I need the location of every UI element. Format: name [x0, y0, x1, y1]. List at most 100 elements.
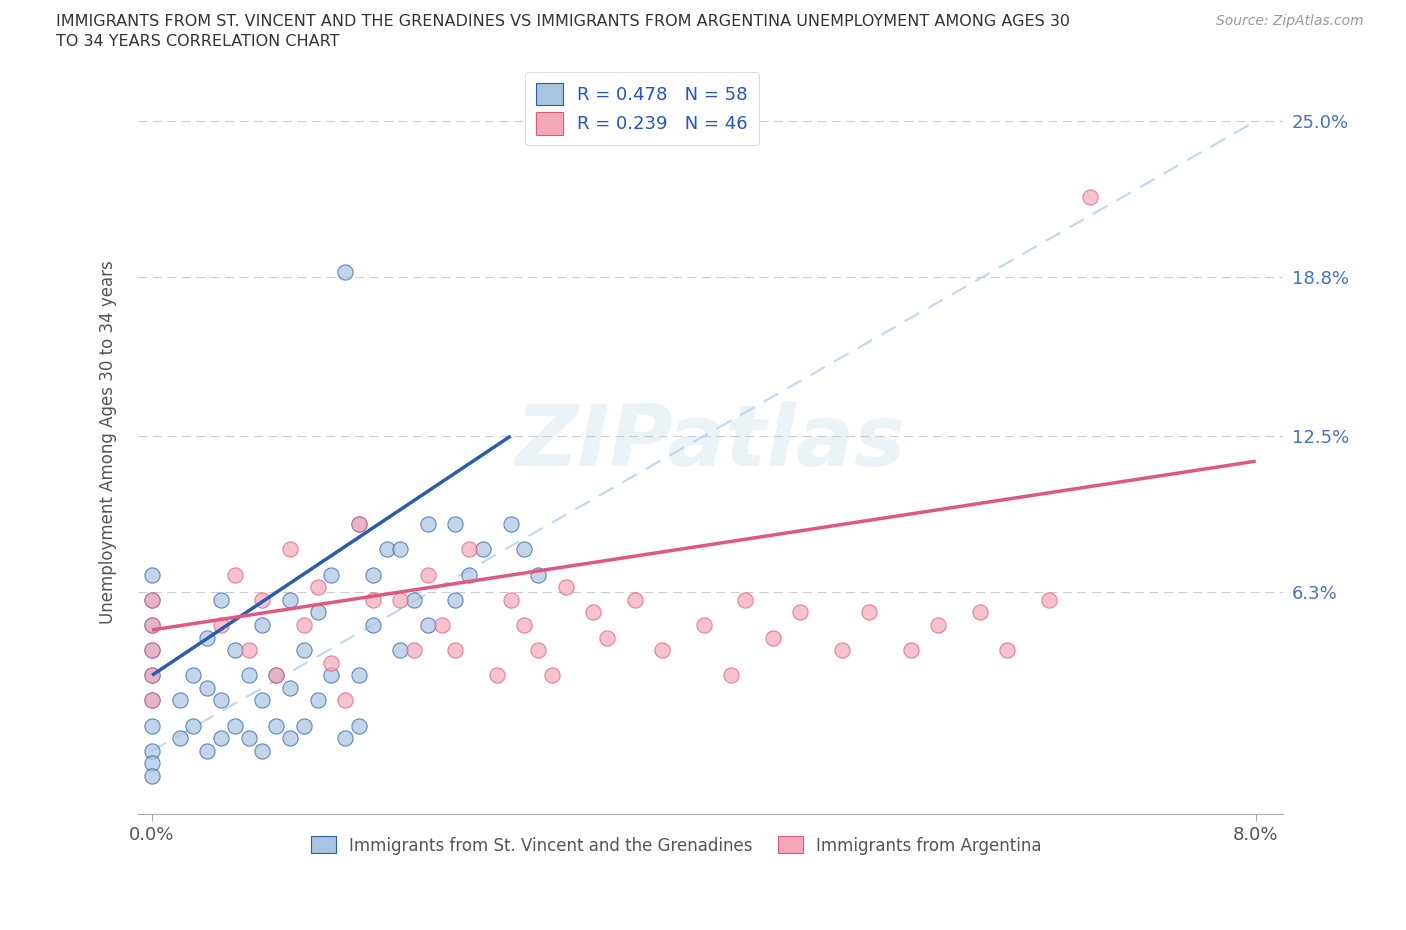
Point [278, 592, 301, 607]
Point [333, 265, 356, 280]
Text: TO 34 YEARS CORRELATION CHART: TO 34 YEARS CORRELATION CHART [56, 34, 340, 49]
Point [347, 668, 370, 683]
Point [720, 668, 742, 683]
Point [416, 567, 439, 582]
Point [321, 656, 343, 671]
Point [252, 592, 274, 607]
Point [209, 618, 232, 632]
Point [278, 731, 301, 746]
Text: IMMIGRANTS FROM ST. VINCENT AND THE GRENADINES VS IMMIGRANTS FROM ARGENTINA UNEM: IMMIGRANTS FROM ST. VINCENT AND THE GREN… [56, 14, 1070, 29]
Point [444, 643, 467, 658]
Point [485, 668, 508, 683]
Point [347, 517, 370, 532]
Point [361, 592, 384, 607]
Point [252, 743, 274, 758]
Point [624, 592, 647, 607]
Text: Source: ZipAtlas.com: Source: ZipAtlas.com [1216, 14, 1364, 28]
Point [458, 542, 481, 557]
Point [195, 681, 218, 696]
Point [969, 604, 991, 619]
Point [141, 668, 163, 683]
Point [141, 567, 163, 582]
Point [361, 567, 384, 582]
Point [321, 668, 343, 683]
Point [141, 592, 163, 607]
Point [1078, 190, 1101, 205]
Point [347, 718, 370, 733]
Point [264, 668, 287, 683]
Point [292, 718, 315, 733]
Point [527, 567, 550, 582]
Point [141, 718, 163, 733]
Point [995, 643, 1018, 658]
Point [858, 604, 880, 619]
Point [444, 592, 467, 607]
Point [734, 592, 756, 607]
Point [141, 618, 163, 632]
Point [307, 693, 329, 708]
Point [831, 643, 853, 658]
Point [347, 517, 370, 532]
Point [307, 579, 329, 594]
Point [209, 731, 232, 746]
Point [541, 668, 564, 683]
Point [527, 643, 550, 658]
Point [389, 592, 412, 607]
Point [389, 643, 412, 658]
Point [238, 731, 260, 746]
Point [278, 681, 301, 696]
Point [404, 592, 426, 607]
Point [224, 567, 246, 582]
Point [321, 567, 343, 582]
Point [499, 517, 522, 532]
Point [224, 643, 246, 658]
Point [582, 604, 605, 619]
Point [141, 693, 163, 708]
Point [195, 630, 218, 644]
Legend: Immigrants from St. Vincent and the Grenadines, Immigrants from Argentina: Immigrants from St. Vincent and the Gren… [304, 830, 1049, 861]
Point [238, 643, 260, 658]
Point [499, 592, 522, 607]
Point [209, 592, 232, 607]
Point [789, 604, 811, 619]
Point [238, 668, 260, 683]
Point [416, 517, 439, 532]
Point [169, 731, 191, 746]
Point [389, 542, 412, 557]
Point [141, 768, 163, 783]
Point [183, 668, 205, 683]
Point [195, 743, 218, 758]
Point [169, 693, 191, 708]
Point [209, 693, 232, 708]
Point [416, 618, 439, 632]
Point [141, 693, 163, 708]
Point [554, 579, 576, 594]
Point [762, 630, 785, 644]
Point [693, 618, 716, 632]
Point [141, 668, 163, 683]
Point [141, 643, 163, 658]
Text: ZIPatlas: ZIPatlas [516, 401, 905, 484]
Point [141, 592, 163, 607]
Point [513, 618, 536, 632]
Point [404, 643, 426, 658]
Y-axis label: Unemployment Among Ages 30 to 34 years: Unemployment Among Ages 30 to 34 years [100, 260, 117, 624]
Point [458, 567, 481, 582]
Point [596, 630, 619, 644]
Point [252, 618, 274, 632]
Point [264, 718, 287, 733]
Point [927, 618, 949, 632]
Point [292, 643, 315, 658]
Point [141, 743, 163, 758]
Point [651, 643, 673, 658]
Point [224, 718, 246, 733]
Point [333, 731, 356, 746]
Point [513, 542, 536, 557]
Point [333, 693, 356, 708]
Point [252, 693, 274, 708]
Point [1038, 592, 1060, 607]
Point [900, 643, 922, 658]
Point [307, 604, 329, 619]
Point [292, 618, 315, 632]
Point [361, 618, 384, 632]
